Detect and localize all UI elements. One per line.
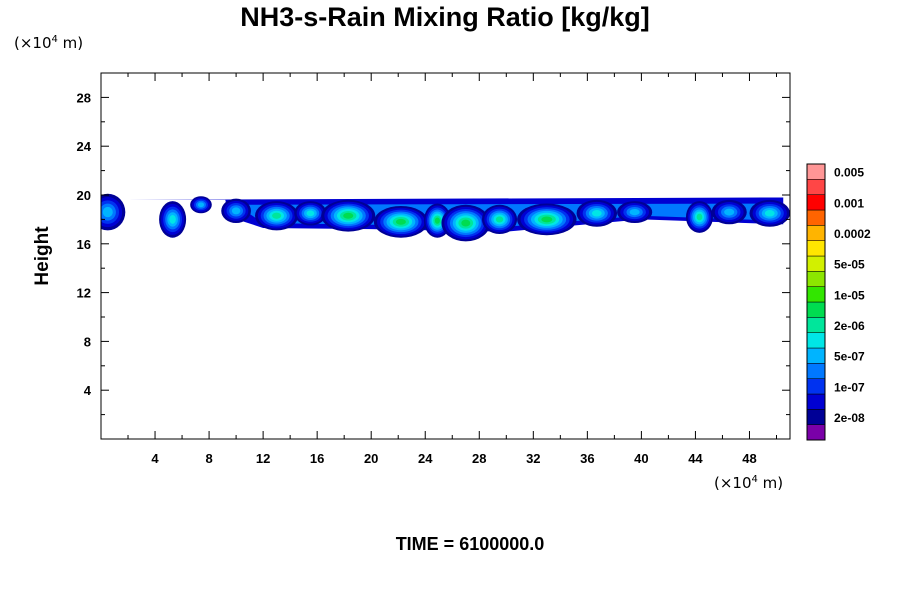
contour-blob — [541, 216, 553, 223]
contour-blob — [461, 219, 471, 227]
contour-blob — [343, 212, 354, 219]
x-tick-label: 36 — [580, 451, 594, 466]
plot-frame — [100, 72, 791, 440]
colorbar-segment — [806, 317, 826, 333]
colorbar-label: 5e-05 — [834, 258, 865, 272]
y-axis-unit: (×104 m) — [14, 34, 83, 52]
y-tick-label: 16 — [77, 237, 91, 252]
x-tick-label: 28 — [472, 451, 486, 466]
colorbar-segment — [806, 347, 826, 364]
contour-blob — [306, 210, 315, 217]
colorbar-label: 1e-07 — [834, 380, 865, 394]
colorbar-label: 5e-07 — [834, 350, 865, 364]
colorbar-segment — [806, 301, 826, 318]
colorbar-segment — [806, 209, 826, 226]
y-tick-label: 4 — [84, 383, 92, 398]
x-tick-label: 16 — [310, 451, 324, 466]
colorbar-segment — [806, 194, 826, 211]
colorbar-segment — [806, 240, 826, 257]
colorbar-segment — [806, 393, 826, 410]
x-tick-label: 8 — [205, 451, 212, 466]
x-tick-label: 4 — [151, 451, 159, 466]
x-tick-label: 40 — [634, 451, 648, 466]
contour-blob — [629, 208, 640, 216]
colorbar-label: 1e-05 — [834, 288, 865, 302]
contour-blob — [495, 216, 504, 223]
x-tick-label: 20 — [364, 451, 378, 466]
colorbar-segment — [806, 271, 826, 287]
x-tick-label: 48 — [742, 451, 756, 466]
contour-blob — [696, 213, 703, 221]
x-tick-label: 24 — [418, 451, 433, 466]
colorbar-segment — [806, 286, 826, 303]
x-tick-label: 12 — [256, 451, 270, 466]
y-tick-label: 24 — [77, 139, 92, 154]
x-tick-label: 32 — [526, 451, 540, 466]
colorbar-segment — [806, 225, 826, 241]
colorbar-segment — [806, 332, 826, 349]
y-axis-label: Height — [32, 226, 53, 286]
colorbar-label: 0.005 — [834, 166, 864, 180]
colorbar-label: 0.0002 — [834, 227, 871, 241]
colorbar-label: 0.001 — [834, 196, 864, 210]
colorbar-segment — [806, 378, 826, 395]
contour-blob — [197, 202, 205, 208]
colorbar-segment — [806, 424, 826, 441]
colorbar-segment — [806, 409, 826, 425]
y-axis-ticks: 4 8 12 16 20 24 28 — [77, 90, 790, 416]
contour-blob — [591, 210, 602, 217]
contour-blob — [231, 207, 241, 215]
colorbar-label: 2e-08 — [834, 411, 865, 425]
colorbar-segment — [806, 255, 826, 272]
x-tick-label: 44 — [688, 451, 703, 466]
contour-blob — [434, 217, 440, 224]
colorbar-frame — [806, 163, 826, 441]
time-label: TIME = 6100000.0 — [396, 534, 545, 554]
contour-blob — [169, 214, 176, 224]
contour-field — [101, 193, 790, 242]
contour-blob — [395, 218, 406, 225]
contour-blob — [724, 208, 735, 216]
contour-blob — [102, 206, 113, 218]
y-tick-label: 12 — [77, 286, 91, 301]
y-tick-label: 8 — [84, 334, 91, 349]
x-axis-ticks: 4 8 12 16 20 24 28 32 36 40 44 48 — [127, 73, 777, 466]
x-axis-unit: (×104 m) — [714, 474, 783, 492]
chart-title: NH3-s-Rain Mixing Ratio [kg/kg] — [240, 2, 650, 32]
contour-blob — [764, 210, 775, 217]
colorbar-segment — [806, 363, 826, 379]
colorbar-label: 2e-06 — [834, 319, 865, 333]
colorbar-segment — [806, 163, 826, 180]
y-tick-label: 28 — [77, 90, 91, 105]
colorbar-segment — [806, 179, 826, 195]
contour-blob — [272, 212, 282, 219]
y-tick-label: 20 — [77, 188, 91, 203]
colorbar: 2e-08 1e-07 5e-07 2e-06 1e-05 5e-05 0.0002 0.00… — [806, 163, 871, 441]
